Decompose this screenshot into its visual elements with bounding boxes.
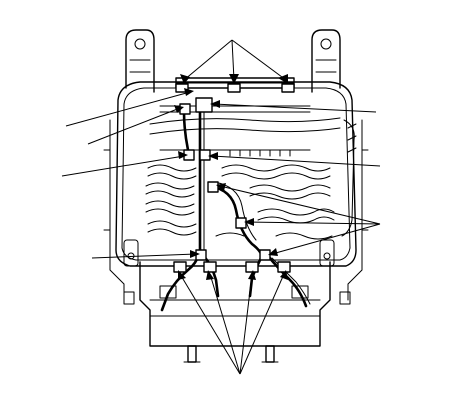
top-connector-center [227,83,241,93]
seat-frame [103,29,369,305]
top-connector-left [175,83,189,93]
clip-bottom-1 [173,261,187,273]
top-connector-right [281,83,295,93]
clip-bottom-3 [245,261,259,273]
harness-connector [195,97,213,113]
seat-base [139,261,331,363]
clip-bottom-2 [203,261,217,273]
seat-springs [145,117,341,240]
clip-branch-middle [235,217,247,229]
clip-trunk [207,181,219,193]
leader-lines [61,39,381,375]
clip-bottom-4 [277,261,291,273]
clip-center-upper [199,149,211,161]
